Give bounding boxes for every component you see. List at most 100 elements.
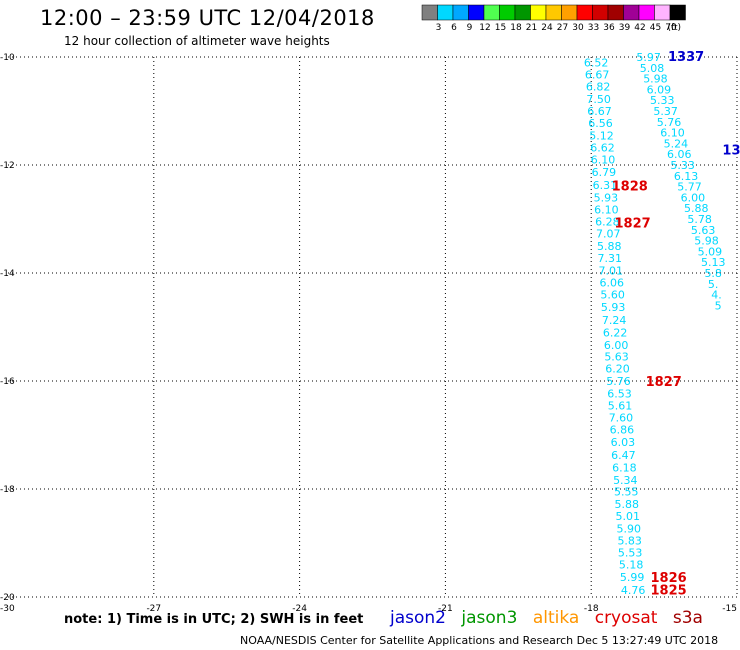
wave-height-label: 5.88 bbox=[597, 240, 622, 253]
wave-height-label: 5.33 bbox=[650, 94, 675, 107]
colorbar: 3 6 9 12 15 18 21 24 27 30 33 36 39 42 45 70(ft) bbox=[421, 4, 686, 33]
colorbar-swatch bbox=[576, 4, 593, 21]
colorbar-swatch bbox=[530, 4, 547, 21]
colorbar-swatch bbox=[623, 4, 640, 21]
wave-height-label: 6.10 bbox=[594, 203, 619, 216]
wave-height-label: 5.61 bbox=[608, 399, 633, 412]
wave-height-label: 4. bbox=[711, 289, 722, 302]
time-label: 1827 bbox=[615, 216, 651, 231]
colorbar-label: 9 bbox=[467, 23, 473, 33]
wave-height-label: 5.09 bbox=[698, 245, 723, 258]
wave-height-label: 5. bbox=[708, 278, 719, 291]
wave-height-label: 6.20 bbox=[605, 363, 630, 376]
colorbar-label: 70 bbox=[665, 23, 677, 33]
time-label: 1337 bbox=[668, 50, 704, 65]
wave-height-label: 5.93 bbox=[594, 191, 619, 204]
colorbar-swatch bbox=[545, 4, 562, 21]
colorbar-label: 45 bbox=[650, 23, 661, 33]
wave-height-label: 6.67 bbox=[585, 68, 610, 81]
colorbar-label: 30 bbox=[572, 23, 584, 33]
wave-height-label: 6.22 bbox=[603, 326, 628, 339]
y-tick-label: -14 bbox=[0, 269, 15, 279]
wave-height-label: 5.83 bbox=[617, 534, 642, 547]
wave-height-label: 5.78 bbox=[687, 213, 712, 226]
wave-height-label: 5.90 bbox=[616, 522, 641, 535]
colorbar-label: 24 bbox=[541, 23, 553, 33]
track-2: 5.975.085.986.095.335.375.766.105.246.06… bbox=[636, 50, 740, 312]
wave-height-label: 6.10 bbox=[591, 154, 616, 167]
wave-height-label: 5.76 bbox=[606, 375, 631, 388]
wave-height-label: 5.34 bbox=[613, 474, 638, 487]
colorbar-swatch bbox=[654, 4, 671, 21]
y-tick-label: -12 bbox=[0, 161, 15, 171]
wave-height-label: 6.00 bbox=[681, 191, 706, 204]
chart-subtitle: 12 hour collection of altimeter wave hei… bbox=[64, 34, 330, 48]
wave-height-label: 7.07 bbox=[596, 228, 621, 241]
chart-title: 12:00 – 23:59 UTC 12/04/2018 bbox=[40, 6, 375, 30]
credit-line: NOAA/NESDIS Center for Satellite Applica… bbox=[240, 634, 719, 647]
legend-jason2: jason2 bbox=[390, 608, 446, 628]
wave-height-label: 5.63 bbox=[604, 351, 629, 364]
wave-height-label: 5 bbox=[715, 299, 722, 312]
time-label: 1828 bbox=[612, 180, 648, 195]
colorbar-label: 27 bbox=[557, 23, 568, 33]
colorbar-swatch bbox=[607, 4, 624, 21]
x-tick-label: -15 bbox=[722, 604, 737, 614]
wave-height-label: 5.37 bbox=[653, 105, 678, 118]
wave-height-label: 5.98 bbox=[643, 73, 668, 86]
wave-height-label: 6.18 bbox=[612, 461, 637, 474]
wave-height-label: 6.62 bbox=[590, 142, 615, 155]
x-tick-label: -21 bbox=[438, 604, 453, 614]
track-1: 6.526.676.827.506.676.565.126.626.106.79… bbox=[584, 56, 687, 598]
axis-labels: -10 -12 -14 -16 -18 -20-30 -27 -24 -21 -18 -15 bbox=[0, 53, 737, 614]
wave-height-label: 6.06 bbox=[599, 277, 624, 290]
wave-height-label: 5.01 bbox=[616, 510, 641, 523]
x-tick-label: -24 bbox=[292, 604, 307, 614]
wave-height-label: 5.13 bbox=[701, 256, 726, 269]
colorbar-swatch bbox=[483, 4, 500, 21]
legend-s3a: s3a bbox=[672, 608, 703, 628]
wave-height-label: 5.97 bbox=[636, 51, 661, 64]
colorbar-label: 3 bbox=[436, 23, 442, 33]
legend-cryosat: cryosat bbox=[594, 608, 658, 628]
colorbar-swatch bbox=[499, 4, 516, 21]
colorbar-swatch bbox=[421, 4, 438, 21]
wave-height-label: 7.50 bbox=[586, 93, 611, 106]
altimeter-tracks: 6.526.676.827.506.676.565.126.626.106.79… bbox=[584, 50, 740, 599]
colorbar-swatch bbox=[452, 4, 469, 21]
time-label: 1825 bbox=[650, 584, 686, 599]
wave-height-label: 7.31 bbox=[598, 252, 623, 265]
x-tick-label: -27 bbox=[146, 604, 161, 614]
colorbar-swatch bbox=[437, 4, 454, 21]
wave-height-label: 6.52 bbox=[584, 56, 609, 69]
wave-height-label: 5.88 bbox=[684, 202, 709, 215]
wave-height-label: 5.08 bbox=[640, 62, 665, 75]
colorbar-swatch bbox=[561, 4, 578, 21]
wave-height-label: 7.01 bbox=[598, 264, 623, 277]
time-label: 1826 bbox=[650, 571, 686, 586]
time-label: 1827 bbox=[646, 375, 682, 390]
wave-height-label: 5.98 bbox=[694, 235, 719, 248]
wave-height-label: 6.79 bbox=[592, 166, 617, 179]
y-tick-label: -18 bbox=[0, 485, 15, 495]
wave-height-label: 5.33 bbox=[670, 159, 695, 172]
colorbar-label: 36 bbox=[603, 23, 615, 33]
colorbar-label: 33 bbox=[588, 23, 599, 33]
colorbar-label: 15 bbox=[495, 23, 506, 33]
wave-height-label: 5.88 bbox=[615, 498, 640, 511]
wave-height-label: 5.53 bbox=[618, 547, 643, 560]
x-tick-label: -30 bbox=[0, 604, 15, 614]
wave-height-label: 6.03 bbox=[611, 436, 636, 449]
colorbar-swatch bbox=[514, 4, 531, 21]
colorbar-swatch bbox=[468, 4, 485, 21]
colorbar-swatch bbox=[638, 4, 655, 21]
colorbar-label: 6 bbox=[451, 23, 457, 33]
wave-height-label: 6.53 bbox=[607, 387, 632, 400]
wave-height-label: 6.00 bbox=[604, 339, 629, 352]
footnote: note: 1) Time is in UTC; 2) SWH is in fe… bbox=[64, 612, 364, 627]
colorbar-label: 21 bbox=[526, 23, 537, 33]
colorbar-label: 12 bbox=[479, 23, 490, 33]
wave-height-label: 6.86 bbox=[610, 424, 635, 437]
colorbar-swatch bbox=[592, 4, 609, 21]
